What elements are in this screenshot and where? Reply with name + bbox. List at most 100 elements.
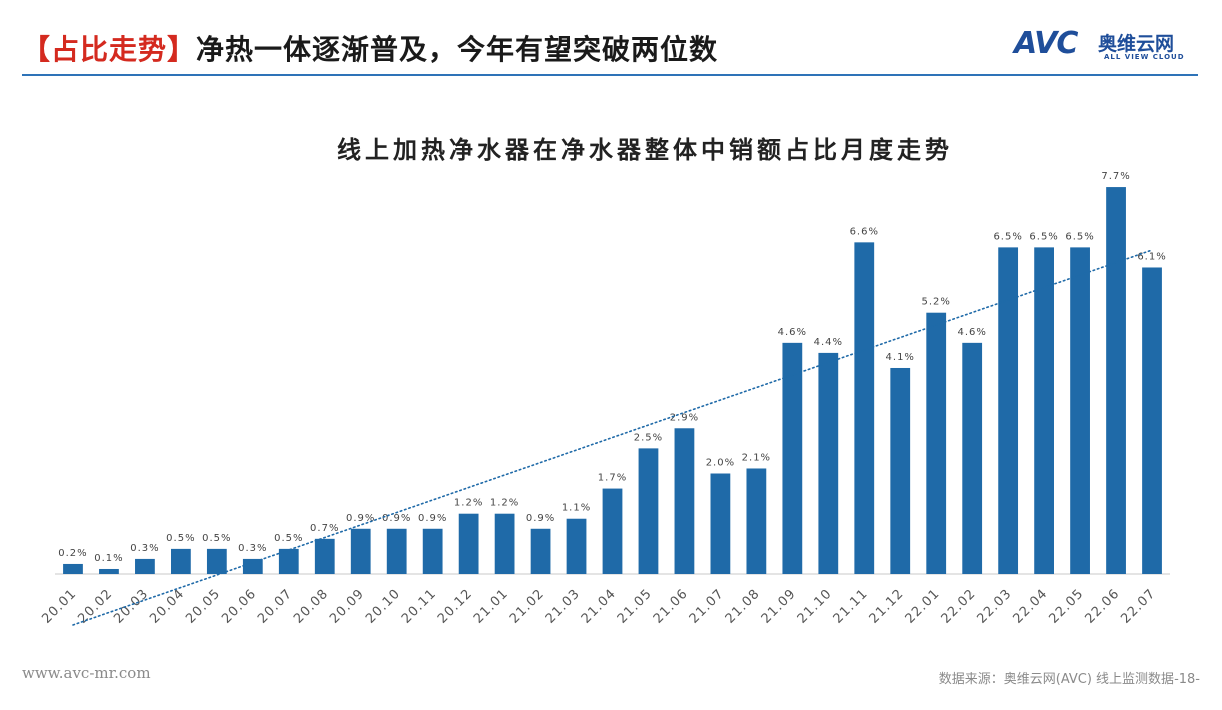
bar-21.11 <box>854 242 875 574</box>
x-tick-label-20.03: 20.03 <box>111 586 151 626</box>
x-tick-label-22.05: 22.05 <box>1046 586 1086 626</box>
x-tick-label-21.05: 21.05 <box>615 586 655 626</box>
data-label-20.05: 0.5% <box>202 533 231 544</box>
bar-22.03 <box>998 247 1019 575</box>
data-label-21.12: 4.1% <box>886 352 915 363</box>
trendline <box>72 249 1153 626</box>
bar-22.06 <box>1106 187 1126 574</box>
x-tick-label-20.08: 20.08 <box>291 586 331 626</box>
data-label-21.06: 2.9% <box>670 412 699 423</box>
slide-title-tag: 【占比走势】 <box>22 33 197 66</box>
x-tick-label-20.07: 20.07 <box>255 586 295 626</box>
bar-22.07 <box>1142 267 1162 574</box>
bar-20.04 <box>171 548 191 575</box>
data-label-20.08: 0.7% <box>310 523 339 534</box>
bar-22.01 <box>926 312 947 574</box>
bar-20.11 <box>422 528 443 574</box>
data-label-20.11: 0.9% <box>418 513 447 524</box>
bar-21.05 <box>638 448 659 575</box>
data-label-22.07: 6.1% <box>1137 251 1166 262</box>
bar-21.08 <box>746 468 767 575</box>
x-tick-label-20.01: 20.01 <box>39 586 79 626</box>
bar-20.07 <box>278 548 299 575</box>
x-tick-label-20.10: 20.10 <box>363 586 403 626</box>
x-tick-label-21.10: 21.10 <box>795 586 835 626</box>
x-tick-label-20.06: 20.06 <box>219 586 259 626</box>
data-label-22.01: 5.2% <box>922 297 951 308</box>
x-tick-label-20.12: 20.12 <box>435 586 475 626</box>
bar-20.08 <box>314 538 335 574</box>
data-label-22.06: 7.7% <box>1101 171 1130 182</box>
chart-title: 线上加热净水器在净水器整体中销额占比月度走势 <box>337 136 953 164</box>
x-tick-label-21.12: 21.12 <box>867 586 907 626</box>
x-tick-label-22.03: 22.03 <box>975 586 1015 626</box>
bar-20.06 <box>242 558 263 574</box>
x-tick-label-21.06: 21.06 <box>651 586 691 626</box>
footer-website: www.avc-mr.com <box>22 664 151 682</box>
footer-source: 数据来源：奥维云网(AVC) 线上监测数据-18- <box>939 668 1200 687</box>
data-label-22.03: 6.5% <box>993 231 1022 242</box>
bar-22.04 <box>1034 247 1054 575</box>
data-label-21.01: 1.2% <box>490 498 519 509</box>
x-tick-label-22.06: 22.06 <box>1082 586 1122 626</box>
x-tick-label-21.02: 21.02 <box>507 586 547 626</box>
bar-21.03 <box>566 518 587 575</box>
bar-21.10 <box>818 352 839 574</box>
data-label-20.04: 0.5% <box>166 533 195 544</box>
slide-title: 【占比走势】净热一体逐渐普及，今年有望突破两位数 <box>22 28 718 68</box>
data-label-20.03: 0.3% <box>130 543 159 554</box>
bar-20.09 <box>350 528 371 574</box>
x-tick-label-21.04: 21.04 <box>579 586 619 626</box>
data-label-21.08: 2.1% <box>742 452 771 463</box>
bar-22.05 <box>1070 247 1090 575</box>
page-number: -18- <box>1174 672 1200 687</box>
data-label-21.02: 0.9% <box>526 513 555 524</box>
x-tick-label-22.01: 22.01 <box>903 586 943 626</box>
x-tick-label-21.01: 21.01 <box>471 586 511 626</box>
x-tick-label-21.11: 21.11 <box>831 586 871 626</box>
bar-20.10 <box>386 528 407 574</box>
data-label-20.02: 0.1% <box>94 553 123 564</box>
x-tick-label-22.04: 22.04 <box>1010 586 1050 626</box>
data-label-20.12: 1.2% <box>454 498 483 509</box>
bar-21.06 <box>674 428 695 574</box>
data-label-21.09: 4.6% <box>778 327 807 338</box>
bar-20.03 <box>135 558 155 574</box>
data-label-20.06: 0.3% <box>238 543 267 554</box>
x-tick-label-20.02: 20.02 <box>75 586 115 626</box>
logo-en: ALL VIEW CLOUD <box>1104 53 1185 61</box>
bar-21.09 <box>782 342 803 574</box>
avc-logo: AVC 奥维云网 ALL VIEW CLOUD <box>1014 26 1204 68</box>
data-label-21.05: 2.5% <box>634 432 663 443</box>
x-tick-label-21.07: 21.07 <box>687 586 727 626</box>
x-tick-label-20.05: 20.05 <box>183 586 223 626</box>
bar-22.02 <box>962 342 983 574</box>
data-label-22.02: 4.6% <box>957 327 986 338</box>
slide-header: 【占比走势】净热一体逐渐普及，今年有望突破两位数 AVC 奥维云网 ALL VI… <box>0 0 1222 80</box>
logo-cn: 奥维云网 <box>1098 33 1175 55</box>
x-tick-label-21.08: 21.08 <box>723 586 763 626</box>
bar-20.05 <box>206 548 227 575</box>
data-label-20.10: 0.9% <box>382 513 411 524</box>
data-label-22.05: 6.5% <box>1065 231 1094 242</box>
header-divider <box>22 74 1198 76</box>
x-tick-label-22.02: 22.02 <box>939 586 979 626</box>
bar-20.01 <box>63 563 83 574</box>
bar-21.02 <box>530 528 551 574</box>
data-label-20.01: 0.2% <box>58 548 87 559</box>
bar-21.01 <box>494 513 515 574</box>
x-tick-label-21.09: 21.09 <box>759 586 799 626</box>
bar-21.07 <box>710 473 731 574</box>
data-label-21.10: 4.4% <box>814 337 843 348</box>
bar-20.02 <box>99 568 119 575</box>
bar-21.12 <box>890 367 911 574</box>
x-tick-label-20.09: 20.09 <box>327 586 367 626</box>
data-label-20.07: 0.5% <box>274 533 303 544</box>
bar-20.12 <box>458 513 479 574</box>
source-text: 数据来源：奥维云网(AVC) 线上监测数据 <box>938 672 1175 687</box>
slide-title-text: 净热一体逐渐普及，今年有望突破两位数 <box>196 33 719 66</box>
x-tick-label-21.03: 21.03 <box>543 586 583 626</box>
logo-mark: AVC <box>1014 26 1078 61</box>
data-label-22.04: 6.5% <box>1029 231 1058 242</box>
